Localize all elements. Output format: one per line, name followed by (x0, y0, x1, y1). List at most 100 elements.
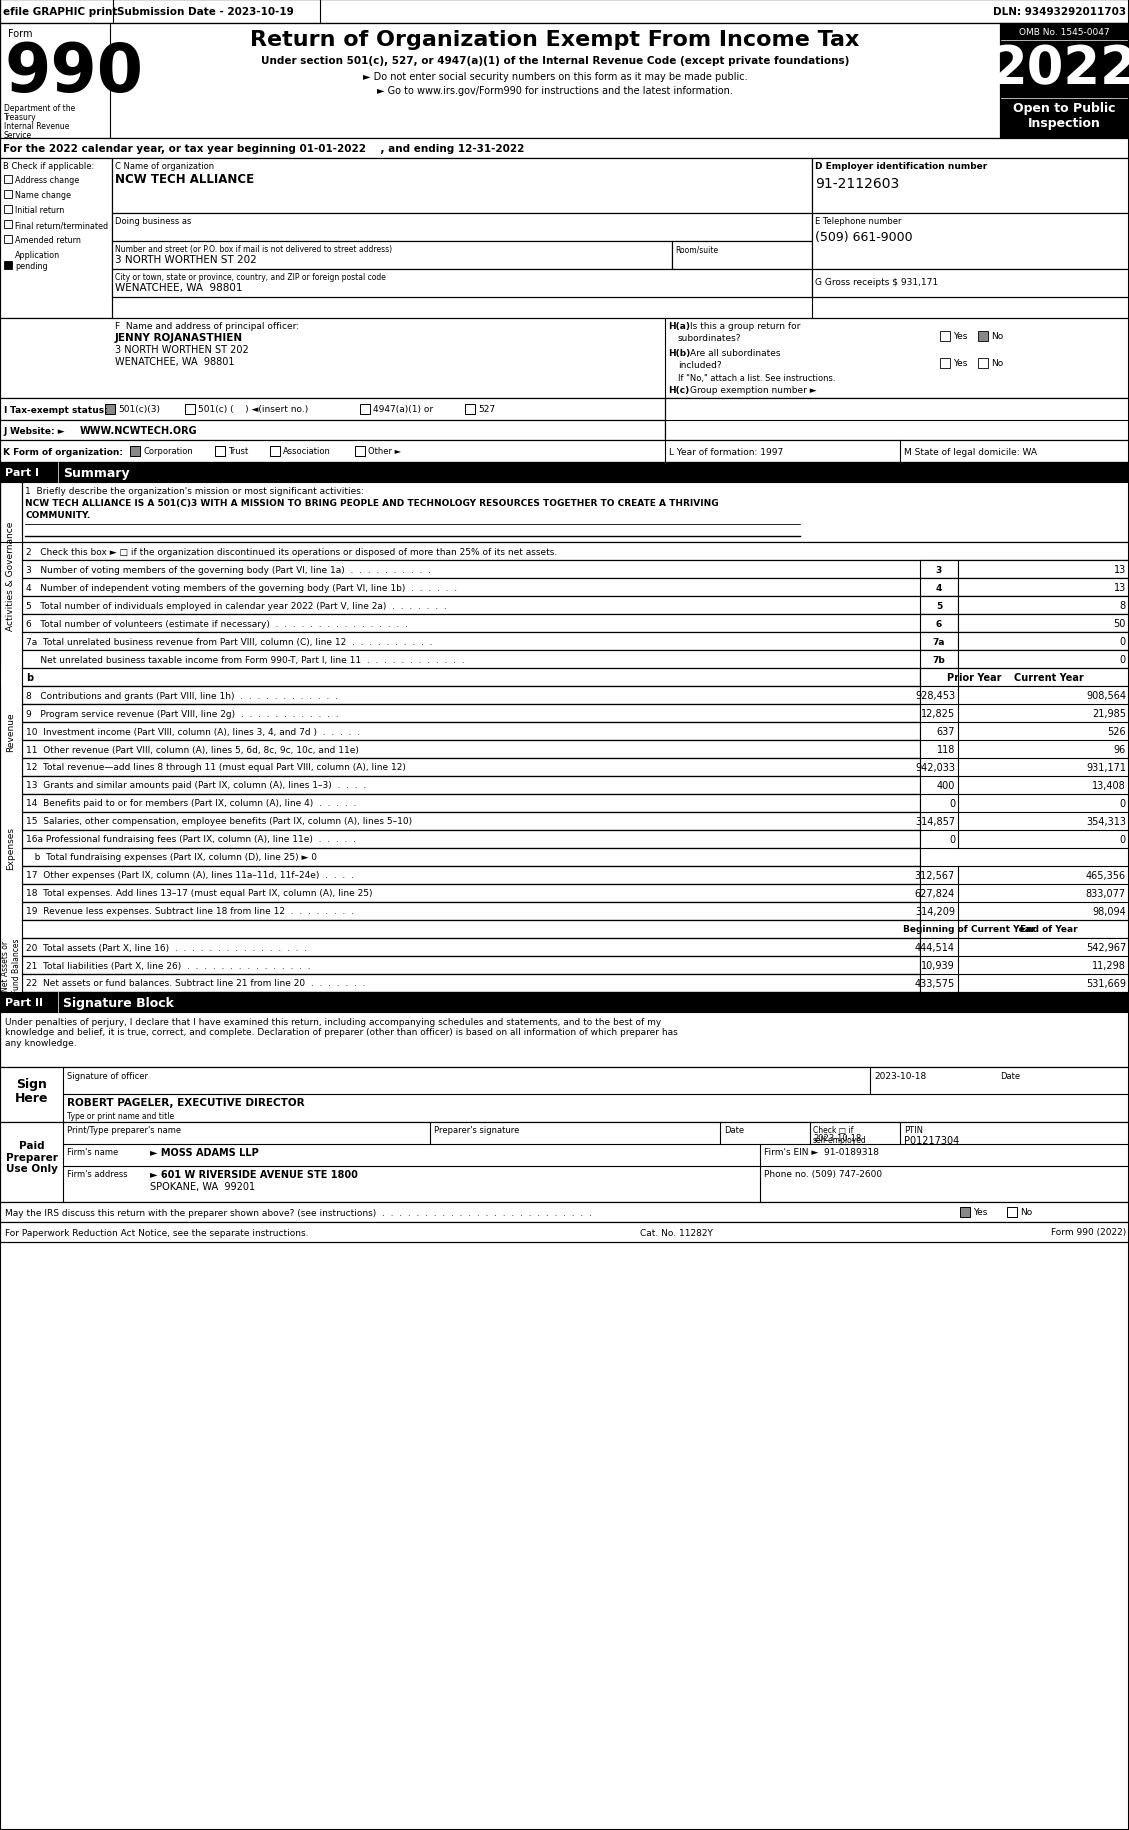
Text: 3: 3 (936, 565, 942, 575)
Text: Submission Date - 2023-10-19: Submission Date - 2023-10-19 (117, 7, 294, 16)
Text: Room/suite: Room/suite (675, 245, 718, 254)
Text: 2022: 2022 (990, 42, 1129, 95)
Bar (920, 939, 959, 957)
Text: NCW TECH ALLIANCE: NCW TECH ALLIANCE (115, 172, 254, 187)
Bar (360, 404, 370, 415)
Text: Address change: Address change (15, 176, 79, 185)
Bar (940, 331, 949, 342)
Text: Beginning of Current Year: Beginning of Current Year (903, 924, 1035, 933)
Text: 15  Salaries, other compensation, employee benefits (Part IX, column (A), lines : 15 Salaries, other compensation, employe… (26, 816, 412, 825)
Text: Activities & Governance: Activities & Governance (7, 522, 16, 630)
Bar (959, 741, 1129, 759)
Bar (920, 794, 959, 813)
Text: Yes: Yes (973, 1208, 988, 1217)
Bar (959, 615, 1129, 633)
Bar (21, 957, 920, 974)
Bar (21, 741, 920, 759)
Bar (920, 776, 959, 794)
Bar (21, 920, 920, 939)
Bar (920, 741, 959, 759)
Bar (270, 447, 280, 458)
Bar (112, 159, 812, 214)
Text: NCW TECH ALLIANCE IS A 501(C)3 WITH A MISSION TO BRING PEOPLE AND TECHNOLOGY RES: NCW TECH ALLIANCE IS A 501(C)3 WITH A MI… (25, 500, 719, 507)
Text: Net Assets or
Fund Balances: Net Assets or Fund Balances (1, 937, 20, 994)
Bar (920, 560, 959, 578)
Text: Website: ►: Website: ► (10, 426, 64, 436)
Text: 0: 0 (948, 834, 955, 844)
Text: 21  Total liabilities (Part X, line 26)  .  .  .  .  .  .  .  .  .  .  .  .  .  : 21 Total liabilities (Part X, line 26) .… (26, 961, 310, 970)
Text: 4: 4 (936, 584, 943, 593)
Text: JENNY ROJANASTHIEN: JENNY ROJANASTHIEN (115, 333, 243, 342)
Bar (920, 759, 959, 776)
Text: ► 601 W RIVERSIDE AVENUE STE 1800: ► 601 W RIVERSIDE AVENUE STE 1800 (150, 1169, 358, 1179)
Text: 0: 0 (1120, 798, 1126, 809)
Bar (959, 939, 1129, 957)
Text: 13  Grants and similar amounts paid (Part IX, column (A), lines 1–3)  .  .  .  .: 13 Grants and similar amounts paid (Part… (26, 781, 366, 791)
Text: Firm's name: Firm's name (67, 1147, 119, 1157)
Bar (21, 578, 1129, 597)
Text: 908,564: 908,564 (1086, 690, 1126, 701)
Text: 0: 0 (1120, 637, 1126, 646)
Text: (509) 661-9000: (509) 661-9000 (815, 231, 912, 243)
Bar (959, 867, 1129, 884)
Text: ► Do not enter social security numbers on this form as it may be made public.: ► Do not enter social security numbers o… (362, 71, 747, 82)
Bar (21, 705, 920, 723)
Bar (665, 399, 1129, 441)
Text: P01217304: P01217304 (904, 1135, 960, 1146)
Text: 542,967: 542,967 (1086, 942, 1126, 952)
Text: Sign: Sign (17, 1078, 47, 1091)
Text: 942,033: 942,033 (914, 763, 955, 772)
Text: Open to Public
Inspection: Open to Public Inspection (1013, 102, 1115, 130)
Bar (21, 723, 920, 741)
Bar (21, 560, 1129, 578)
Bar (21, 544, 1129, 560)
Bar (920, 615, 959, 633)
Bar (959, 831, 1129, 849)
Bar (920, 867, 959, 884)
Text: 312,567: 312,567 (914, 871, 955, 880)
Text: WENATCHEE, WA  98801: WENATCHEE, WA 98801 (115, 357, 235, 366)
Bar (0, 159, 112, 318)
Text: 9   Program service revenue (Part VIII, line 2g)  .  .  .  .  .  .  .  .  .  .  : 9 Program service revenue (Part VIII, li… (26, 708, 339, 717)
Text: No: No (1019, 1208, 1032, 1217)
Text: G Gross receipts $ 931,171: G Gross receipts $ 931,171 (815, 278, 938, 285)
Text: Under penalties of perjury, I declare that I have examined this return, includin: Under penalties of perjury, I declare th… (5, 1017, 677, 1047)
Bar (812, 214, 1129, 269)
Text: 444,514: 444,514 (914, 942, 955, 952)
Bar (21, 902, 920, 920)
Text: Signature Block: Signature Block (63, 996, 174, 1008)
Text: Paid
Preparer
Use Only: Paid Preparer Use Only (6, 1140, 58, 1173)
Bar (959, 974, 1129, 992)
Bar (959, 776, 1129, 794)
Text: 5: 5 (936, 602, 942, 609)
Text: 400: 400 (937, 781, 955, 791)
Text: 6   Total number of volunteers (estimate if necessary)  .  .  .  .  .  .  .  .  : 6 Total number of volunteers (estimate i… (26, 619, 408, 628)
Bar (812, 269, 1129, 298)
Bar (0, 1122, 1129, 1202)
Text: 354,313: 354,313 (1086, 816, 1126, 827)
Text: 13,408: 13,408 (1092, 781, 1126, 791)
Bar (21, 867, 920, 884)
Bar (812, 159, 1129, 214)
Text: Treasury: Treasury (5, 113, 36, 123)
Text: Date: Date (724, 1125, 744, 1135)
Text: 18  Total expenses. Add lines 13–17 (must equal Part IX, column (A), line 25): 18 Total expenses. Add lines 13–17 (must… (26, 889, 373, 899)
Text: 1  Briefly describe the organization's mission or most significant activities:: 1 Briefly describe the organization's mi… (25, 487, 364, 496)
Bar (960, 1208, 970, 1217)
Text: WWW.NCWTECH.ORG: WWW.NCWTECH.ORG (80, 426, 198, 436)
Bar (920, 723, 959, 741)
Bar (0, 0, 1129, 24)
Text: Print/Type preparer's name: Print/Type preparer's name (67, 1125, 181, 1135)
Text: 501(c) (    ) ◄(insert no.): 501(c) ( ) ◄(insert no.) (198, 404, 308, 414)
Text: Prior Year: Prior Year (947, 673, 1001, 683)
Bar (5, 190, 12, 199)
Text: 5   Total number of individuals employed in calendar year 2022 (Part V, line 2a): 5 Total number of individuals employed i… (26, 602, 447, 609)
Text: Date: Date (1000, 1071, 1021, 1080)
Text: Doing business as: Doing business as (115, 218, 192, 225)
Bar (0, 1202, 1129, 1222)
Bar (21, 794, 920, 813)
Text: Yes: Yes (953, 359, 968, 368)
Text: 433,575: 433,575 (914, 979, 955, 988)
Text: 7a: 7a (933, 637, 945, 646)
Text: End of Year: End of Year (1019, 924, 1077, 933)
